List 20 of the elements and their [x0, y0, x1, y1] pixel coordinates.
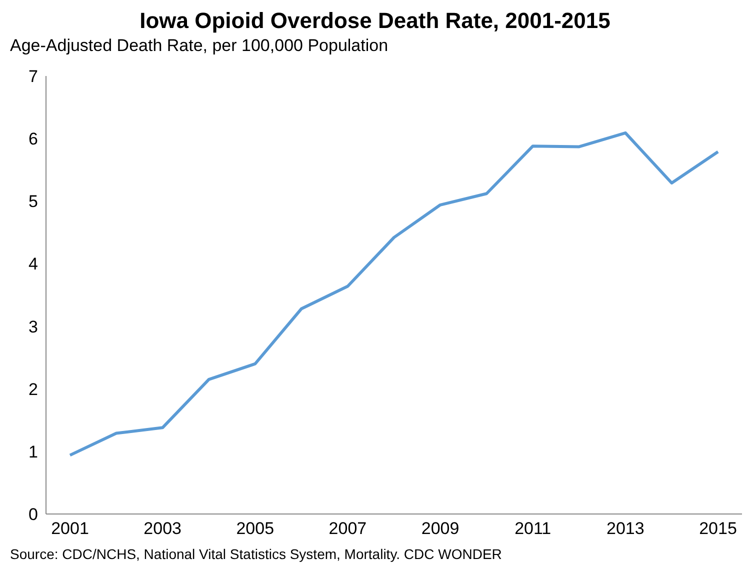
x-tick-label: 2009: [421, 519, 460, 538]
y-axis-title: Age-Adjusted Death Rate, per 100,000 Population: [10, 36, 388, 56]
y-tick-label: 7: [28, 67, 38, 86]
y-tick-label: 1: [28, 442, 38, 462]
x-tick-label: 2015: [699, 519, 737, 538]
y-tick-label: 0: [28, 505, 38, 524]
x-tick-label: 2007: [328, 519, 367, 538]
chart-title: Iowa Opioid Overdose Death Rate, 2001-2015: [138, 8, 612, 34]
y-tick-label: 2: [28, 380, 38, 399]
x-tick-label: 2003: [144, 519, 182, 538]
y-tick-label: 4: [28, 254, 38, 274]
y-tick-label: 5: [28, 192, 38, 212]
x-tick-label: 2011: [514, 519, 552, 538]
x-tick-label: 2005: [236, 519, 274, 538]
x-tick-label: 2001: [51, 519, 89, 538]
y-tick-label: 3: [28, 317, 38, 336]
source-note: Source: CDC/NCHS, National Vital Statistics System, Mortality. CDC WONDER: [10, 546, 502, 562]
y-tick-label: 6: [28, 130, 38, 149]
line-series: [68, 131, 720, 457]
x-tick-label: 2013: [606, 519, 644, 538]
